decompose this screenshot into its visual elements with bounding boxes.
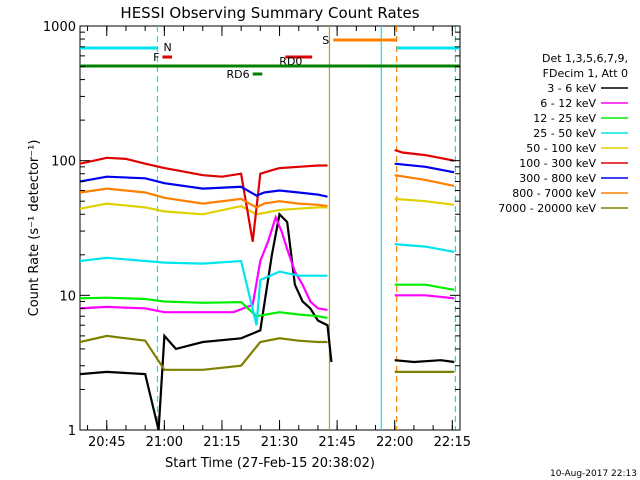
plot-frame (79, 25, 461, 431)
footer-stamp: 10-Aug-2017 22:13 (550, 469, 637, 479)
x-tick-label: 21:15 (203, 435, 240, 450)
flag-label: F (153, 51, 159, 64)
x-tick-label: 21:45 (318, 435, 355, 450)
flag-label: S (322, 34, 329, 47)
y-tick-label: 1 (68, 424, 76, 439)
series-line (394, 162, 455, 174)
x-axis-label: Start Time (27-Feb-15 20:38:02) (165, 456, 375, 471)
x-tick-label: 20:45 (88, 435, 125, 450)
series-line (394, 359, 455, 364)
series-line (80, 175, 328, 198)
series-line (394, 283, 455, 291)
series-line (394, 148, 455, 162)
legend-label: 6 - 12 keV (540, 97, 596, 110)
legend-label: 12 - 25 keV (533, 112, 596, 125)
series-line (80, 202, 328, 216)
series-line (80, 214, 328, 314)
legend-label: 25 - 50 keV (533, 127, 596, 140)
series-line (80, 334, 328, 371)
x-tick-label: 22:15 (434, 435, 471, 450)
x-tick-label: 21:30 (261, 435, 298, 450)
y-axis-label: Count Rate (s⁻¹ detector⁻¹) (27, 140, 42, 317)
flag-label: N (163, 41, 171, 54)
x-axis: 20:45 21:00 21:15 21:30 21:45 22:00 22:15 (87, 26, 471, 450)
legend-label: 50 - 100 keV (526, 142, 596, 155)
y-tick-label: 10 (59, 289, 76, 304)
chart-title: HESSI Observing Summary Count Rates (120, 4, 419, 22)
legend-header-line1: Det 1,3,5,6,7,9, (542, 52, 628, 65)
series-line (394, 294, 455, 300)
series-line (80, 187, 328, 209)
flag-label: RD6 (227, 68, 250, 81)
legend: Det 1,3,5,6,7,9, FDecim 1, Att 0 3 - 6 k… (498, 52, 628, 215)
x-tick-label: 21:00 (146, 435, 183, 450)
y-axis: 1 10 100 1000 (43, 20, 460, 439)
legend-label: 100 - 300 keV (519, 157, 596, 170)
series-line (394, 197, 455, 206)
series-line (394, 243, 455, 253)
series-line (80, 212, 333, 430)
x-tick-label: 22:00 (376, 435, 413, 450)
y-tick-label: 1000 (43, 20, 76, 35)
legend-header-line2: FDecim 1, Att 0 (543, 67, 628, 80)
series-line (394, 174, 455, 187)
legend-label: 300 - 800 keV (519, 172, 596, 185)
legend-label: 800 - 7000 keV (512, 187, 596, 200)
series-line (80, 156, 328, 242)
legend-label: 7000 - 20000 keV (498, 202, 596, 215)
y-tick-label: 100 (51, 155, 76, 170)
series-line (80, 296, 328, 319)
series-line (80, 256, 328, 326)
legend-label: 3 - 6 keV (547, 82, 596, 95)
